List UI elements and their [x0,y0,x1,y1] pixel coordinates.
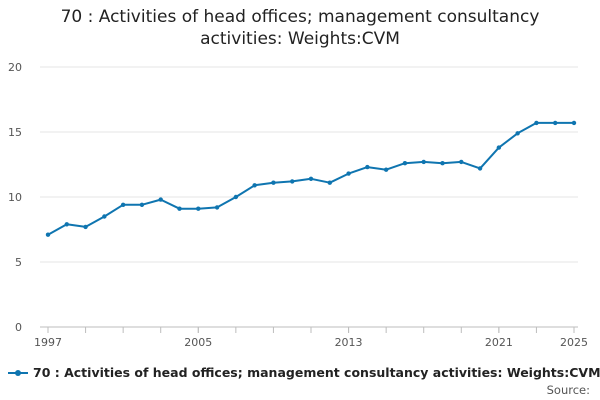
data-point[interactable] [383,167,389,172]
data-point[interactable] [571,120,577,126]
data-point[interactable] [64,222,69,227]
data-point[interactable] [177,206,182,211]
x-tick-label: 2025 [560,336,588,349]
x-axis: 1997 2005 2013 2021 2025 [34,327,588,349]
data-point[interactable] [421,159,426,165]
gridlines [40,66,578,328]
data-point[interactable] [496,145,502,150]
data-point[interactable] [515,131,520,136]
y-tick-label: 5 [15,256,22,269]
y-tick-label: 10 [8,191,22,204]
data-point[interactable] [252,183,257,188]
data-point[interactable] [308,176,314,181]
legend-swatch-icon [8,368,28,378]
series-layer [45,120,577,237]
data-point[interactable] [290,179,295,184]
y-axis: 0 5 10 15 20 [8,61,22,334]
y-tick-label: 15 [8,126,22,139]
x-tick-label: 2005 [184,336,212,349]
chart-title: 70 : Activities of head offices; managem… [60,7,540,49]
legend-label: 70 : Activities of head offices; managem… [33,365,600,380]
data-point[interactable] [346,171,351,176]
data-point[interactable] [440,161,445,166]
x-tick-label: 1997 [34,336,62,349]
data-point[interactable] [196,206,201,211]
x-tick-label: 2013 [335,336,363,349]
y-tick-label: 20 [8,61,22,74]
data-point[interactable] [233,194,239,200]
y-tick-label: 0 [15,321,22,334]
data-point[interactable] [327,180,332,185]
data-point[interactable] [271,180,276,185]
data-point[interactable] [365,164,370,170]
data-point[interactable] [459,159,464,165]
data-point[interactable] [214,205,220,210]
data-point[interactable] [45,232,51,237]
data-point[interactable] [102,214,107,219]
data-point[interactable] [139,202,145,207]
data-point[interactable] [534,120,539,126]
data-point[interactable] [477,166,483,171]
legend[interactable]: 70 : Activities of head offices; managem… [8,365,600,380]
data-point[interactable] [402,161,408,166]
x-tick-label: 2021 [485,336,513,349]
source-label: Source: [546,383,590,397]
data-point[interactable] [158,197,163,202]
data-point[interactable] [553,120,558,126]
data-point[interactable] [83,224,88,230]
data-point[interactable] [120,202,126,207]
